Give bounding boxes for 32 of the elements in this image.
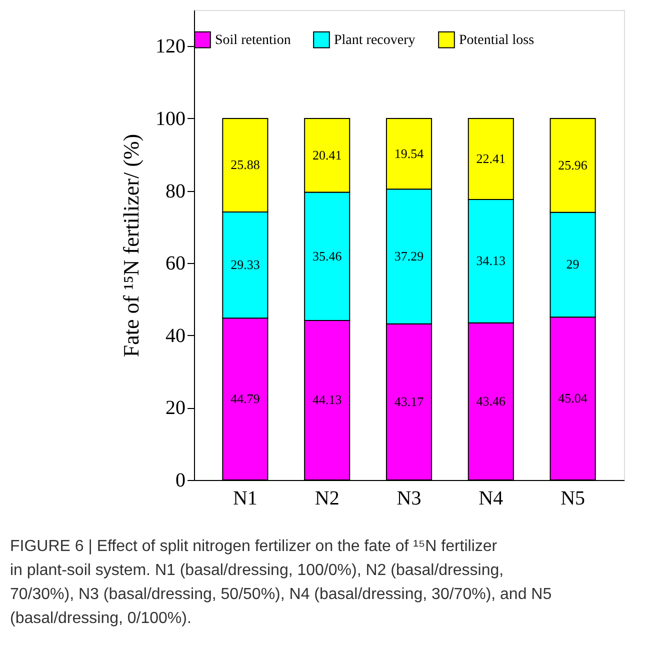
y-tick-label: 100 xyxy=(156,108,186,130)
data-label: 29 xyxy=(566,256,580,272)
data-label: 37.29 xyxy=(394,248,424,264)
data-label: 19.54 xyxy=(394,146,424,161)
data-label: 34.13 xyxy=(476,253,506,268)
data-label: 20.41 xyxy=(312,147,342,162)
x-tick-label: N3 xyxy=(396,488,422,510)
legend-label: Plant recovery xyxy=(334,32,416,48)
legend-label: Soil retention xyxy=(215,32,291,48)
data-label: 43.17 xyxy=(394,394,424,409)
data-label: 44.79 xyxy=(230,391,260,406)
caption: FIGURE 6 | Effect of split nitrogen fertilizer on the fate of ¹⁵N fertilizer in plant-soil system. N1 (basal/dressing, 100/0%), N2 (basal/dressing, 70/30%), N3 (basal/dressing, 50/50%), N4 (basal/dressing, 30/70%), and N5 (basal/dressing, 0/100%). xyxy=(10,538,552,627)
data-label: 25.96 xyxy=(558,157,588,172)
data-label: 43.46 xyxy=(476,393,506,408)
y-tick-label: 60 xyxy=(166,252,186,275)
x-tick-label: N1 xyxy=(232,488,258,510)
data-label: 25.88 xyxy=(230,157,260,172)
data-label: 44.13 xyxy=(312,392,342,408)
legend-label: Potential loss xyxy=(459,32,534,48)
x-tick-label: N4 xyxy=(478,488,504,510)
data-label: 22.41 xyxy=(476,150,506,166)
y-tick-label: 40 xyxy=(166,324,186,347)
y-tick-label: 120 xyxy=(156,36,186,58)
y-tick-label: 0 xyxy=(176,470,186,492)
data-label: 29.33 xyxy=(230,257,260,272)
y-axis-title: Fate of ¹⁵N fertilizer/ (%) xyxy=(118,134,144,358)
y-tick-label: 80 xyxy=(166,180,186,202)
x-tick-label: N2 xyxy=(314,488,340,510)
data-label: 45.04 xyxy=(558,390,588,406)
x-tick-label: N5 xyxy=(560,488,586,510)
data-label: 35.46 xyxy=(312,248,342,264)
y-tick-label: 20 xyxy=(166,397,186,420)
